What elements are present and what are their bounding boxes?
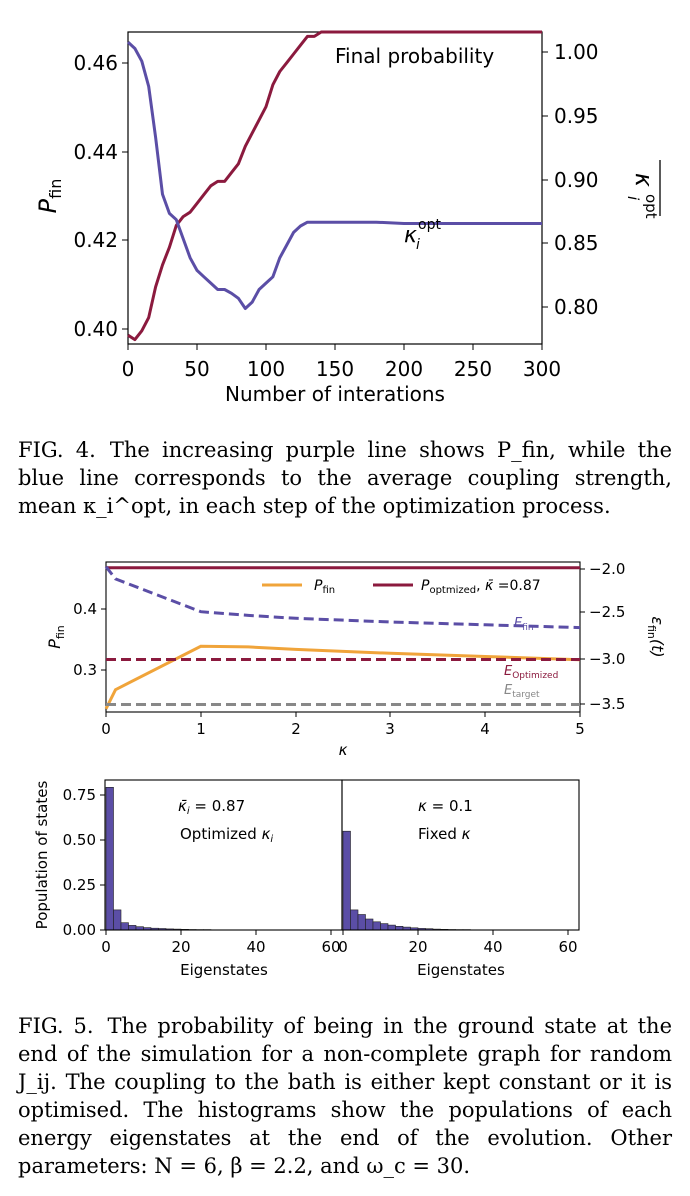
fig4-ytick-right: 0.85 — [554, 231, 599, 255]
fig5-hist-ytick: 0.75 — [63, 786, 96, 804]
fig5-top-ylabel-right: εfin(t) — [645, 616, 667, 657]
fig4-caption-text: The increasing purple line shows P_fin, … — [18, 438, 673, 518]
svg-text:opt: opt — [642, 194, 660, 219]
fig5-top-ytick-right: −3.5 — [589, 695, 625, 713]
fig5-top-xtick: 2 — [291, 720, 301, 738]
fig4-annotation-final-probability: Final probability — [335, 44, 494, 68]
fig4-xtick: 50 — [184, 357, 209, 381]
fig4-ytick-left: 0.42 — [73, 228, 118, 252]
fig5-hist-ytick: 0.25 — [63, 876, 96, 894]
fig5-hist-left-bar — [128, 925, 137, 931]
fig4-annotation-kappa: κ i opt — [404, 217, 441, 253]
fig4-ytick-right: 0.95 — [554, 104, 599, 128]
fig5-hist-right-bar — [395, 926, 404, 931]
fig4-series-line-0 — [127, 30, 542, 342]
fig4-xtick: 0 — [122, 357, 135, 381]
fig4-ytick-right: 1.00 — [554, 40, 599, 64]
svg-text:i: i — [624, 196, 642, 201]
legend-pfin: Pfin — [314, 578, 335, 596]
fig5-annotation-efin: Efin — [514, 616, 534, 633]
fig5-hist-xtick: 20 — [171, 938, 190, 956]
fig5-top-series-line-2 — [104, 565, 581, 630]
fig4-ylabel-right: κ i opt — [624, 160, 661, 219]
fig5-hist-xtick: 60 — [558, 938, 577, 956]
fig5-caption-text: The probability of being in the ground s… — [18, 1014, 673, 1178]
fig5-hist-right-label-bottom: Fixed κ — [418, 825, 471, 843]
fig5-hist-left-label-top: κ̄i = 0.87 — [178, 797, 245, 817]
fig5-hist-xtick: 40 — [246, 938, 265, 956]
fig5-hist-xtick: 40 — [483, 938, 502, 956]
fig5-hist-xlabel-right: Eigenstates — [417, 961, 505, 979]
fig5-top-xlabel: κ — [339, 741, 348, 759]
fig4-xtick: 250 — [454, 357, 492, 381]
svg-text:opt: opt — [418, 217, 441, 233]
fig5-hist-right-bar — [342, 830, 351, 931]
fig5-top-ytick-right: −3.0 — [589, 650, 625, 668]
fig4-xtick: 300 — [523, 357, 561, 381]
fig5-hist-left-label-bottom: Optimized κi — [180, 825, 273, 845]
fig5-hist-ytick: 0.00 — [63, 921, 96, 939]
fig5-hist-right-bar — [350, 909, 359, 931]
fig5-top-series-line-0 — [104, 644, 581, 710]
fig4-ytick-right: 0.90 — [554, 168, 599, 192]
fig5-hist-xtick: 0 — [101, 938, 111, 956]
fig5-hist-xtick: 60 — [321, 938, 340, 956]
fig4-ytick-right: 0.80 — [554, 295, 599, 319]
fig5-top-ytick-left: 0.4 — [73, 600, 97, 618]
fig5-hist-right-bar — [387, 924, 396, 931]
fig4-xtick: 100 — [247, 357, 285, 381]
fig5-hist-xtick: 0 — [338, 938, 348, 956]
fig5-top-xtick: 3 — [385, 720, 395, 738]
svg-text:κ: κ — [404, 223, 417, 248]
fig5-hist-right-bar — [380, 923, 389, 931]
legend-poptimized: Poptmized, κ̄ =0.87 — [421, 578, 541, 596]
fig4-ylabel-left: Pfin — [34, 179, 65, 214]
figure-4-chart: 0 50 100 150 200 250 300 Number of inter… — [34, 30, 661, 406]
fig5-hist-right-bar — [372, 921, 381, 931]
fig5-hist-ylabel: Population of states — [33, 781, 51, 930]
fig5-annotation-etarget: Etarget — [504, 683, 540, 700]
fig4-caption-label: FIG. 4. — [18, 438, 96, 462]
fig5-top-xtick: 0 — [101, 720, 111, 738]
fig4-ytick-left: 0.40 — [73, 317, 118, 341]
fig4-xlabel: Number of interations — [225, 382, 445, 406]
fig5-top-ytick-right: −2.0 — [589, 560, 625, 578]
fig5-hist-left-bar — [113, 909, 122, 931]
fig5-top-ytick-left: 0.3 — [73, 661, 97, 679]
fig4-ytick-left: 0.44 — [73, 140, 118, 164]
fig5-top-ylabel-left: Pfin — [45, 625, 67, 649]
fig4-xtick: 200 — [385, 357, 423, 381]
fig4-series-line-1 — [126, 41, 542, 310]
fig5-hist-xtick: 20 — [408, 938, 427, 956]
fig5-hist-left-bar — [105, 786, 114, 931]
fig5-top-ytick-right: −2.5 — [589, 603, 625, 621]
fig5-hist-left-bar — [120, 922, 129, 931]
fig5-hist-right-bar — [357, 914, 366, 931]
fig5-top-xtick: 5 — [575, 720, 585, 738]
fig5-hist-xlabel-left: Eigenstates — [180, 961, 268, 979]
fig5-caption: FIG. 5. The probability of being in the g… — [18, 1012, 672, 1180]
fig5-hist-right-label-top: κ = 0.1 — [418, 797, 473, 815]
fig5-annotation-eoptimized: EOptimized — [504, 664, 558, 681]
fig4-xtick: 150 — [316, 357, 354, 381]
fig4-caption: FIG. 4. The increasing purple line shows … — [18, 436, 672, 520]
svg-text:i: i — [416, 237, 420, 253]
fig5-hist-ytick: 0.50 — [63, 831, 96, 849]
fig4-ytick-left: 0.46 — [73, 51, 118, 75]
fig5-hist-right-bar — [365, 918, 374, 931]
fig5-top-xtick: 4 — [480, 720, 490, 738]
fig5-top-legend: Pfin Poptmized, κ̄ =0.87 — [262, 578, 541, 596]
figure-5-histograms: 0.00 0.25 0.50 0.75 0 20 40 60 0 20 40 6… — [33, 779, 580, 979]
fig5-top-xtick: 1 — [196, 720, 206, 738]
figure-5-top-chart: 0 1 2 3 4 5 κ 0.3 0.4 −2.0 −2.5 −3.0 −3.… — [45, 560, 667, 759]
svg-text:κ: κ — [630, 173, 658, 188]
fig5-caption-label: FIG. 5. — [18, 1014, 94, 1038]
